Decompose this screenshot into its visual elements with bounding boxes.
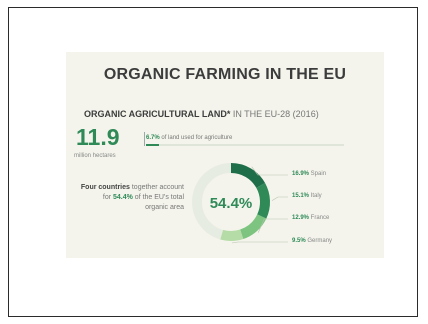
data-label-france: 12.9% bbox=[292, 215, 310, 221]
leader-line-italy bbox=[271, 196, 288, 201]
leader-line-france bbox=[257, 218, 288, 233]
category-label-italy: Italy bbox=[309, 193, 322, 199]
subtitle-bold: ORGANIC AGRICULTURAL LAND* bbox=[84, 109, 231, 119]
category-label-germany: Germany bbox=[305, 238, 333, 244]
data-label-germany: 9.5% bbox=[292, 238, 306, 244]
headline-unit: million hectares bbox=[74, 153, 116, 159]
infographic-title: ORGANIC FARMING IN THE EU bbox=[103, 66, 347, 83]
chart-subtitle: ORGANIC AGRICULTURAL LAND* IN THE EU-28 … bbox=[84, 109, 319, 119]
donut-slice-germany bbox=[220, 229, 244, 242]
headline-value: 11.9 bbox=[76, 124, 120, 150]
share-bar-label: 6.7% of land used for agriculture bbox=[146, 135, 232, 141]
share-bar-percent: 6.7% bbox=[146, 135, 160, 141]
legend-item-france: 12.9% France bbox=[292, 215, 329, 221]
note-text-2: of the EU's total organic area bbox=[132, 194, 184, 211]
note-text-1: together account for bbox=[102, 184, 184, 201]
leader-line-germany bbox=[231, 241, 288, 244]
data-label-italy: 15.1% bbox=[292, 193, 310, 199]
donut-slice-italy bbox=[256, 182, 270, 219]
note-highlight: 54.4% bbox=[113, 194, 133, 201]
category-label-france: France bbox=[309, 215, 330, 221]
countries-note: Four countries together account for 54.4… bbox=[80, 183, 184, 213]
share-bar-tick bbox=[144, 132, 145, 146]
leader-line-spain bbox=[251, 166, 288, 176]
share-progress-fill bbox=[146, 144, 160, 146]
data-label-spain: 16.9% bbox=[292, 171, 310, 177]
legend-item-spain: 16.9% Spain bbox=[292, 171, 326, 177]
legend-item-italy: 15.1% Italy bbox=[292, 193, 322, 199]
donut-chart: 54.4% bbox=[192, 163, 288, 244]
category-label-spain: Spain bbox=[309, 171, 327, 177]
infographic-panel: ORGANIC FARMING IN THE EU ORGANIC AGRICU… bbox=[66, 52, 384, 258]
donut-slice-spain bbox=[231, 163, 266, 188]
donut-slice-france bbox=[240, 214, 267, 240]
share-bar-description: of land used for agriculture bbox=[159, 135, 233, 141]
note-bold: Four countries bbox=[80, 184, 130, 191]
share-progress-bar bbox=[146, 144, 344, 146]
subtitle-rest: IN THE EU-28 (2016) bbox=[230, 109, 319, 119]
legend-item-germany: 9.5% Germany bbox=[292, 238, 332, 244]
donut-center-label: 54.4% bbox=[210, 195, 253, 212]
